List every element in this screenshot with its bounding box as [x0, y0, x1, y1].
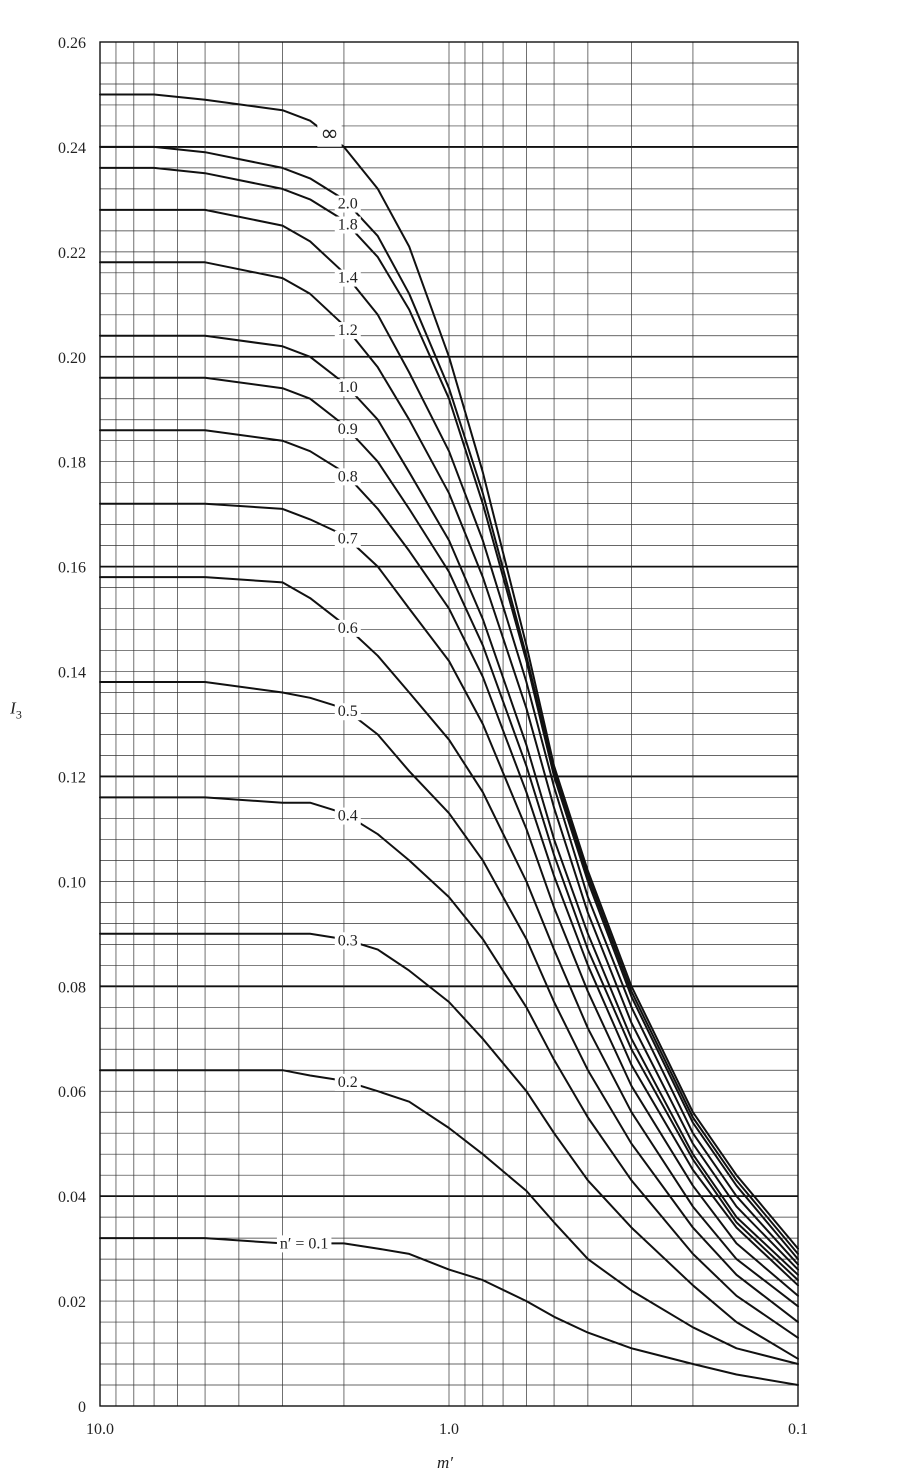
x-tick-label: 1.0: [439, 1421, 459, 1438]
curve-4: [99, 208, 799, 1266]
y-tick-label: 0.22: [58, 245, 86, 262]
curve-10: [99, 576, 799, 1308]
curve-6: [99, 334, 799, 1276]
curve-label-background: [334, 530, 361, 548]
y-tick-label: 0.20: [58, 350, 86, 367]
y-tick-label: 0.26: [58, 35, 86, 52]
curve-label: 1.0: [338, 379, 358, 396]
y-tick-label: 0.24: [58, 140, 86, 157]
curve-label: 0.9: [338, 421, 358, 438]
plot-frame: [99, 41, 799, 1407]
curve-label-background: [334, 269, 361, 287]
curve-14: [99, 1069, 799, 1365]
curve-5: [99, 261, 799, 1271]
curve-15: [99, 1237, 799, 1386]
curve-label: 1.2: [338, 322, 358, 339]
curve-label-background: [334, 1073, 361, 1091]
curve-label-background: [334, 322, 361, 340]
curve-3: [99, 166, 799, 1261]
curve-label-background: [334, 619, 361, 637]
curve-label-background: [334, 703, 361, 721]
y-tick-label: 0.14: [58, 665, 86, 682]
curve-label: ∞: [320, 122, 338, 147]
curve-label: 0.7: [338, 531, 358, 548]
x-tick-label: 10.0: [86, 1421, 114, 1438]
curve-8: [99, 429, 799, 1287]
grid: [100, 42, 798, 1406]
y-tick-label: 0.06: [58, 1084, 86, 1101]
curve-label: 1.8: [338, 217, 358, 234]
curve-label-background: [334, 195, 361, 213]
curve-9: [99, 502, 799, 1297]
curve-label-background: [334, 807, 361, 825]
curve-7: [99, 376, 799, 1282]
curve-label-background: [334, 379, 361, 397]
curve-label-background: [334, 421, 361, 439]
x-axis-title: m′: [437, 1453, 453, 1472]
curve-label-background: [334, 932, 361, 950]
tick-labels: 0 0.02 0.04 0.06 0.08 0.10 0.12 0.14 0.16 0.18 0.2…: [58, 35, 808, 1438]
curve-label-background: [317, 121, 342, 147]
y-tick-label: 0: [78, 1399, 86, 1416]
curve-label: 0.8: [338, 468, 358, 485]
y-tick-label: 0.10: [58, 874, 86, 891]
curve-label: 0.2: [338, 1074, 358, 1091]
curves: [99, 93, 799, 1386]
curve-label: 0.6: [338, 620, 358, 637]
curve-11: [99, 681, 799, 1324]
curve-label: 0.5: [338, 703, 358, 720]
curve-13: [99, 932, 799, 1360]
y-tick-label: 0.18: [58, 455, 86, 472]
curve-label: 0.3: [338, 932, 358, 949]
y-tick-label: 0.12: [58, 769, 86, 786]
curve-label: n′ = 0.1: [280, 1235, 329, 1252]
curve-label: 1.4: [338, 270, 358, 287]
y-tick-label: 0.08: [58, 979, 86, 996]
curve-2: [99, 145, 799, 1255]
curve-label-background: [334, 468, 361, 486]
curve-1: [99, 93, 799, 1250]
y-tick-label: 0.04: [58, 1189, 86, 1206]
curve-12: [99, 796, 799, 1339]
y-axis-title-main: I: [9, 699, 17, 718]
curve-label: 0.4: [338, 808, 358, 825]
curve-label-background: [276, 1235, 332, 1253]
y-axis-title: I3: [9, 699, 22, 722]
curve-label-background: [334, 216, 361, 234]
curve-label: 2.0: [338, 196, 358, 213]
y-axis-title-subscript: 3: [16, 708, 22, 722]
curve-labels: ∞ 2.0 1.8 1.4 1.2 1.0 0.9 0.8 0.7 0.6 0.5 0.4 0.3 0.2…: [276, 121, 361, 1253]
x-tick-label: 0.1: [788, 1421, 808, 1438]
y-tick-label: 0.16: [58, 560, 86, 577]
y-tick-label: 0.02: [58, 1294, 86, 1311]
